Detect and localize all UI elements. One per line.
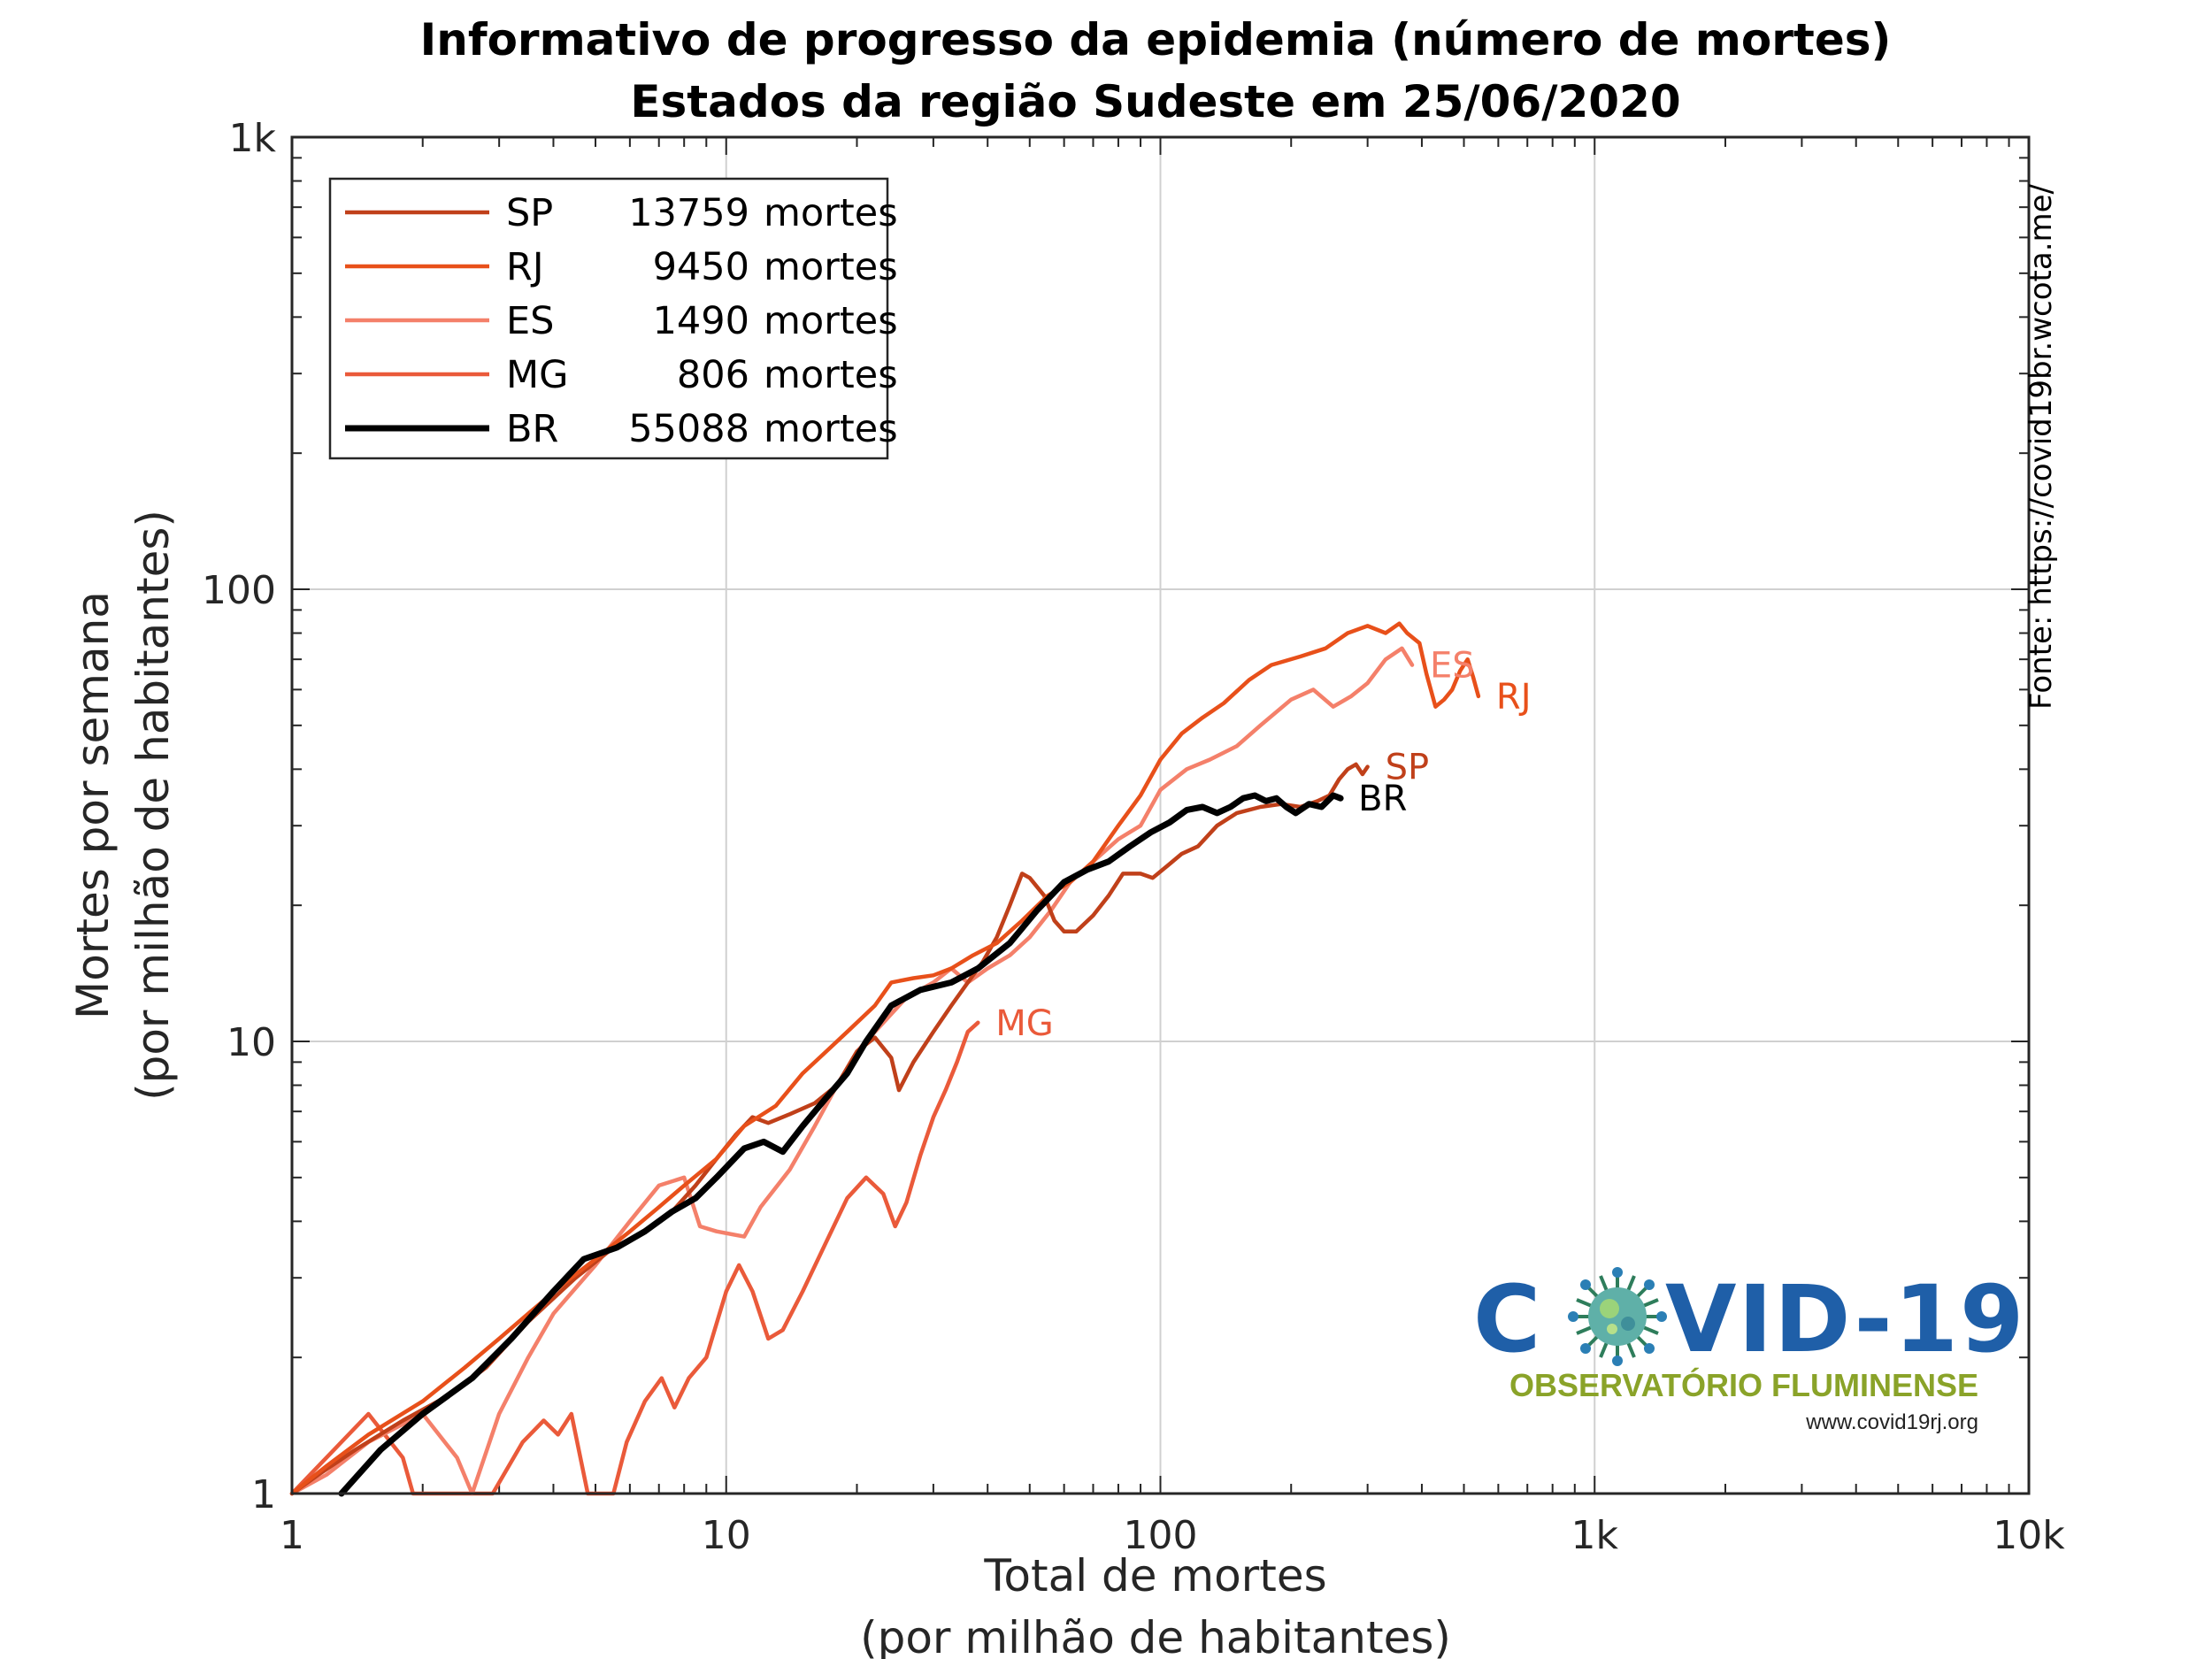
plot-frame — [290, 135, 2031, 1495]
legend-count-mg: 806 — [677, 353, 749, 397]
series-line-br — [338, 792, 1344, 1497]
x-tick-label: 1k — [1571, 1513, 1619, 1558]
x-tick-label: 10k — [1993, 1513, 2065, 1558]
legend-unit-rj: mortes — [764, 245, 898, 289]
y-tick-label: 1k — [229, 116, 277, 161]
legend-unit-br: mortes — [764, 407, 898, 451]
legend-count-es: 1490 — [653, 299, 749, 343]
logo-subtitle: OBSERVATÓRIO FLUMINENSE — [1509, 1366, 1978, 1403]
logo-text-right: VID-19 — [1665, 1265, 2025, 1373]
legend-state-es: ES — [506, 299, 554, 343]
legend-state-br: BR — [506, 407, 558, 451]
x-axis-label: Total de mortes — [983, 1550, 1326, 1601]
x-tick-label: 100 — [1124, 1513, 1198, 1558]
chart-subtitle: Estados da região Sudeste em 25/06/2020 — [630, 76, 1680, 127]
end-label-br: BR — [1358, 779, 1407, 819]
legend-unit-es: mortes — [764, 299, 898, 343]
end-label-sp: SP — [1386, 748, 1430, 788]
legend-state-rj: RJ — [506, 245, 544, 289]
logo-text-left: C — [1473, 1265, 1542, 1373]
y-axis-label-unit: (por milhão de habitantes) — [127, 510, 179, 1101]
series-line-es — [289, 646, 1415, 1496]
legend-state-sp: SP — [506, 191, 553, 235]
legend-unit-mg: mortes — [764, 353, 898, 397]
series-end-labels: MG ES SP RJ BR — [995, 646, 1531, 1044]
legend-state-mg: MG — [506, 353, 568, 397]
axis-ticks — [291, 137, 2029, 1494]
y-tick-label: 10 — [227, 1020, 276, 1065]
end-label-mg: MG — [995, 1003, 1054, 1044]
series-lines — [289, 621, 1481, 1497]
x-tick-label: 1 — [280, 1513, 304, 1558]
covid19-logo: C VID-19 OBSERVATÓ — [1473, 1265, 2025, 1434]
legend: SP 13759 mortes RJ 9450 mortes ES 1490 mortes MG 8… — [328, 177, 898, 460]
chart-title: Informativo de progresso da epidemia (nú… — [420, 14, 1892, 65]
x-axis-label-unit: (por milhão de habitantes) — [860, 1612, 1451, 1659]
legend-count-rj: 9450 — [653, 245, 749, 289]
y-tick-label: 100 — [202, 568, 276, 613]
source-label: Fonte: https://covid19br.wcota.me/ — [2024, 183, 2059, 710]
y-axis-label: Mortes por semana — [67, 591, 119, 1019]
series-line-mg — [289, 1020, 980, 1496]
legend-count-sp: 13759 — [628, 191, 749, 235]
tick-labels: 1 10 100 1k 10k 1 10 100 1k — [202, 116, 2065, 1558]
logo-url: www.covid19rj.org — [1805, 1410, 1978, 1434]
legend-unit-sp: mortes — [764, 191, 898, 235]
x-tick-label: 10 — [702, 1513, 751, 1558]
legend-count-br: 55088 — [628, 407, 749, 451]
y-tick-label: 1 — [251, 1472, 276, 1517]
end-label-es: ES — [1430, 646, 1475, 687]
end-label-rj: RJ — [1496, 677, 1532, 718]
legend-box — [328, 177, 889, 460]
virus-icon — [1568, 1267, 1667, 1366]
